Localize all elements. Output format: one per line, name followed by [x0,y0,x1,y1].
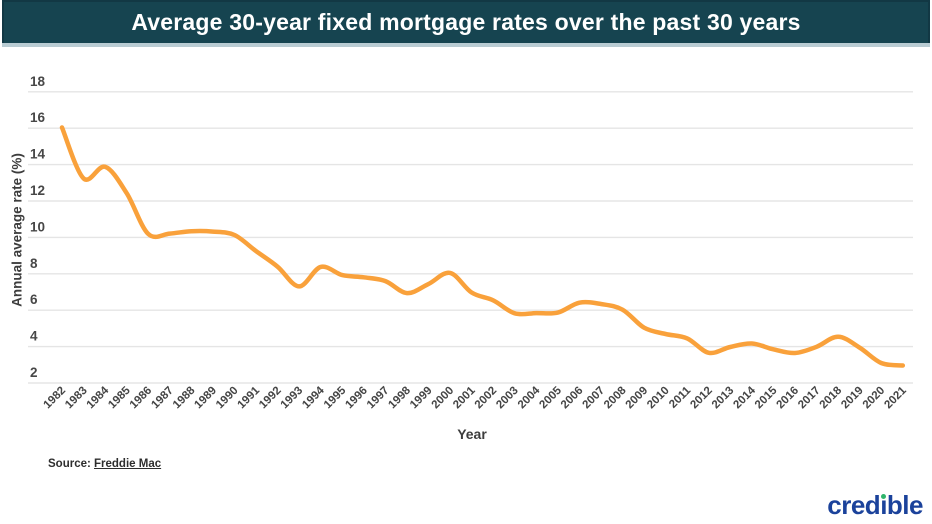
y-axis-title: Annual average rate (%) [9,153,25,307]
x-tick-label: 1989 [192,385,219,412]
x-tick-label: 1986 [128,385,155,412]
x-tick-label: 2017 [796,385,823,412]
x-tick-label: 2008 [602,384,629,411]
credible-logo: credı ble [827,492,923,518]
y-tick-label: 4 [30,329,38,344]
y-tick-label: 12 [30,183,45,198]
x-tick-label: 2011 [667,384,694,411]
y-tick-label: 16 [30,110,46,125]
x-tick-label: 2009 [624,385,651,412]
y-tick-label: 8 [30,256,38,271]
x-tick-label: 1998 [386,384,413,411]
x-tick-label: 2015 [753,384,780,411]
x-tick-label: 1987 [149,385,176,412]
source-note: Source: Freddie Mac [48,458,161,470]
x-tick-label: 2000 [430,385,457,412]
y-tick-label: 18 [30,74,46,89]
logo-text-left: cred [827,490,881,520]
x-tick-label: 2018 [818,384,845,411]
x-tick-label: 2002 [473,385,500,412]
x-tick-label: 2021 [882,384,909,411]
x-tick-label: 2003 [494,385,521,412]
x-tick-label: 1994 [300,384,327,411]
x-tick-label: 2014 [731,384,758,411]
source-link[interactable]: Freddie Mac [94,458,162,470]
y-tick-label: 6 [30,292,38,307]
x-tick-label: 1984 [85,384,112,411]
x-tick-label: 2007 [581,385,608,412]
x-tick-label: 1995 [322,384,349,411]
x-axis-title: Year [457,426,487,442]
rate-line [59,125,906,368]
x-tick-label: 1991 [236,384,263,411]
x-tick-label: 2004 [516,384,543,411]
x-tick-label: 1996 [343,385,370,412]
x-tick-label: 1990 [214,385,241,412]
x-tick-label: 1983 [63,385,90,412]
x-tick-label: 2013 [710,385,737,412]
y-tick-label: 2 [30,365,38,380]
source-prefix: Source: [48,458,95,470]
x-tick-label: 1982 [42,385,69,412]
logo-text-right: ble [886,490,924,520]
x-tick-label: 1997 [365,385,392,412]
x-tick-label: 1985 [106,384,133,411]
x-tick-label: 1999 [408,385,435,412]
x-tick-label: 2020 [861,385,888,412]
x-tick-label: 2001 [451,384,478,411]
x-tick-label: 1993 [279,385,306,412]
logo-i-dot-icon [881,493,887,499]
x-tick-label: 1992 [257,385,284,412]
y-tick-label: 14 [30,147,46,162]
chart-title-bar: Average 30-year fixed mortgage rates ove… [2,0,930,43]
x-tick-label: 2006 [559,385,586,412]
x-tick-label: 2016 [775,385,802,412]
x-tick-label: 2005 [537,384,564,411]
x-tick-label: 2012 [688,385,715,412]
x-tick-label: 1988 [171,384,198,411]
x-tick-label: 2019 [839,385,866,412]
x-tick-label: 2010 [645,385,672,412]
chart-title: Average 30-year fixed mortgage rates ove… [131,9,801,35]
logo-letter-i: ı [880,490,887,520]
y-tick-label: 10 [30,219,45,234]
